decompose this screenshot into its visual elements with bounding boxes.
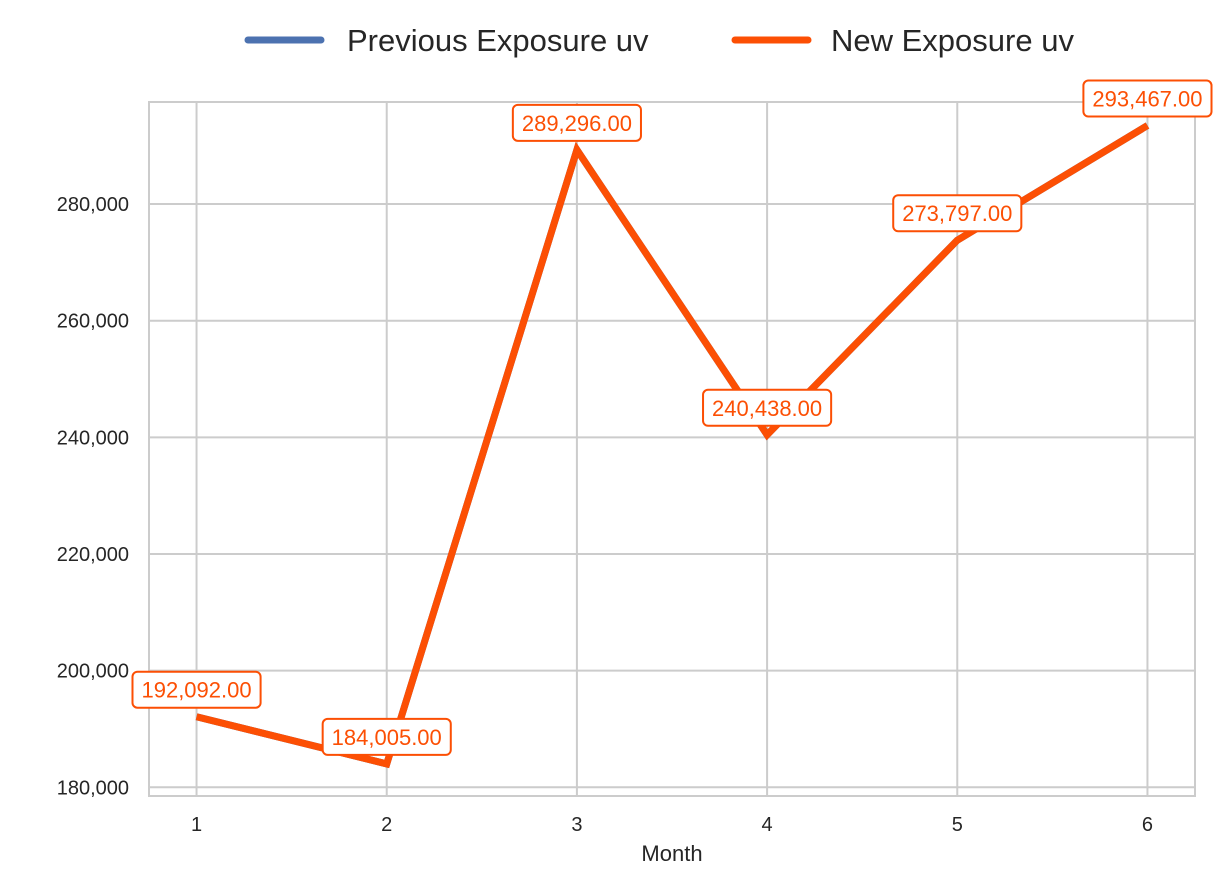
y-tick-label: 260,000 [57,311,129,333]
x-axis: 1 2 3 4 5 6 [191,814,1153,836]
plot-frame [148,101,1196,797]
data-label-box [1082,79,1213,118]
x-tick-label: 1 [191,814,202,836]
x-tick-label: 5 [952,814,963,836]
y-tick-label: 240,000 [57,427,129,449]
data-label: 289,296.00 [511,103,642,142]
x-tick-label: 2 [381,814,392,836]
data-label-text: 184,005.00 [332,725,442,750]
data-label-text: 273,797.00 [902,201,1012,226]
data-label: 293,467.00 [1082,79,1213,118]
x-tick-label: 6 [1142,814,1153,836]
data-label-box [321,717,452,756]
x-tick-label: 3 [571,814,582,836]
data-label-box [131,670,262,709]
data-label-text: 293,467.00 [1092,87,1202,112]
data-labels: 192,092.00 184,005.00 289,296.00 240,438.00… [131,79,1213,756]
grid [149,102,1195,796]
x-axis-title: Month [641,841,702,866]
data-label: 273,797.00 [892,194,1023,233]
data-label-box [702,388,833,427]
y-tick-label: 200,000 [57,661,129,683]
x-tick-label: 4 [762,814,773,836]
legend-label: Previous Exposure uv [347,23,649,58]
data-label-box [511,103,642,142]
legend-label: New Exposure uv [831,23,1074,58]
data-label: 192,092.00 [131,670,262,709]
data-label-box [892,194,1023,233]
legend: Previous Exposure uv New Exposure uv [244,23,1074,58]
data-label: 240,438.00 [702,388,833,427]
data-label-text: 289,296.00 [522,111,632,136]
y-tick-label: 220,000 [57,544,129,566]
y-axis: 180,000 200,000 220,000 240,000 260,000 280,0… [57,194,129,799]
y-tick-label: 180,000 [57,777,129,799]
y-tick-label: 280,000 [57,194,129,216]
data-label: 184,005.00 [321,717,452,756]
data-label-text: 240,438.00 [712,396,822,421]
data-label-text: 192,092.00 [141,678,251,703]
